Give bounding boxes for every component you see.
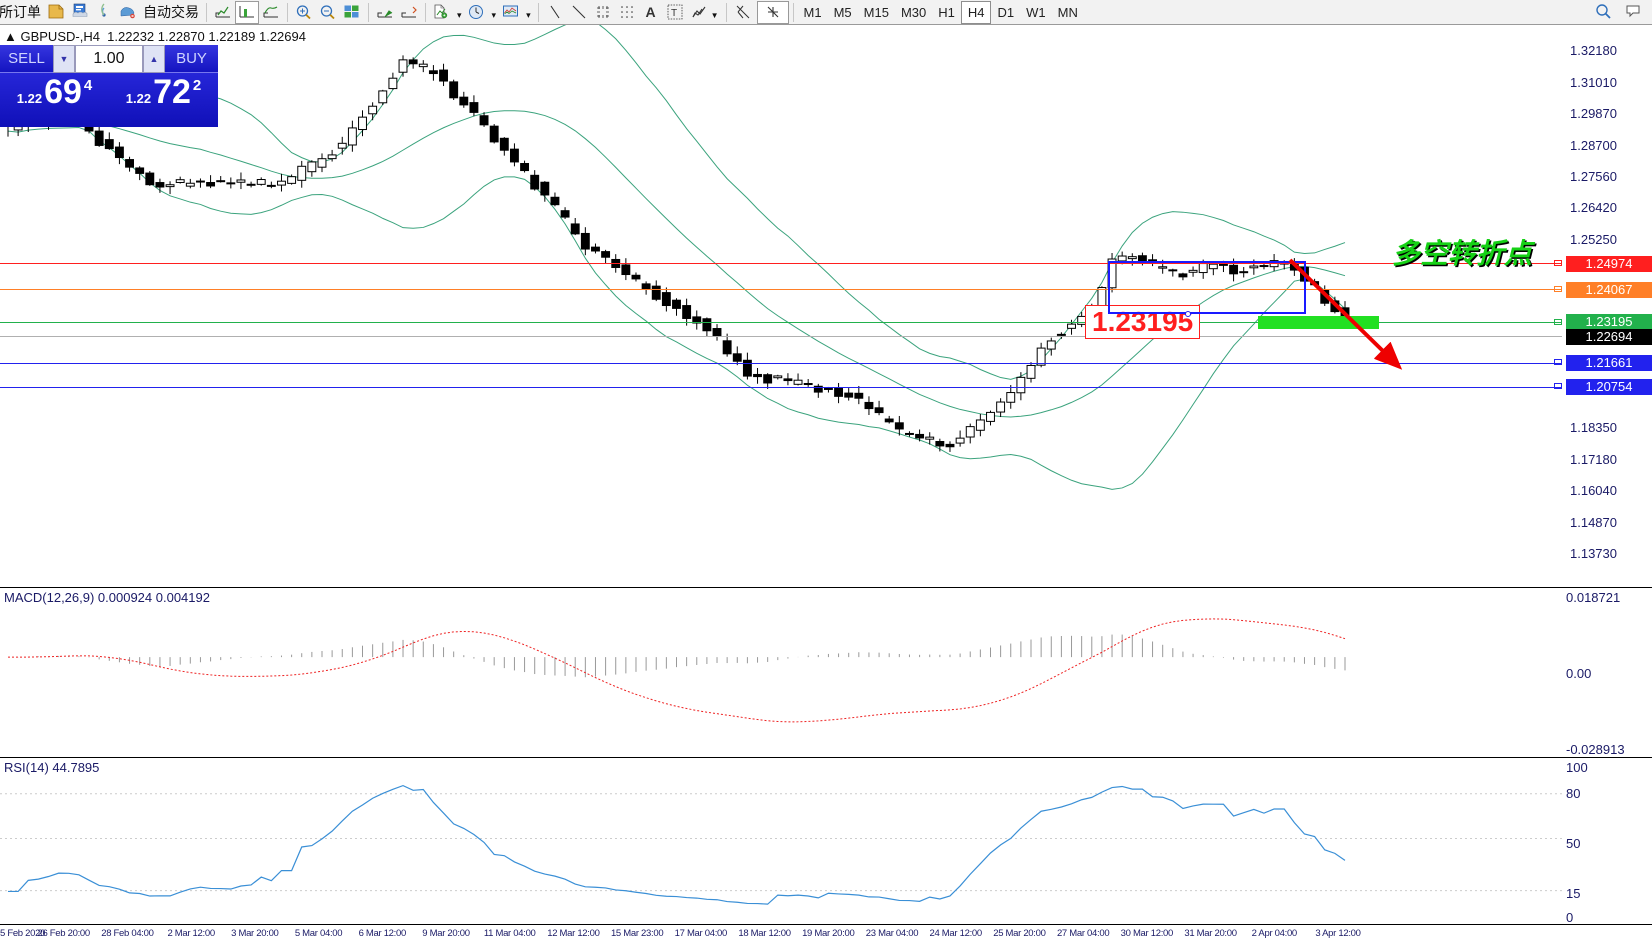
svg-text:T: T [671,8,677,19]
